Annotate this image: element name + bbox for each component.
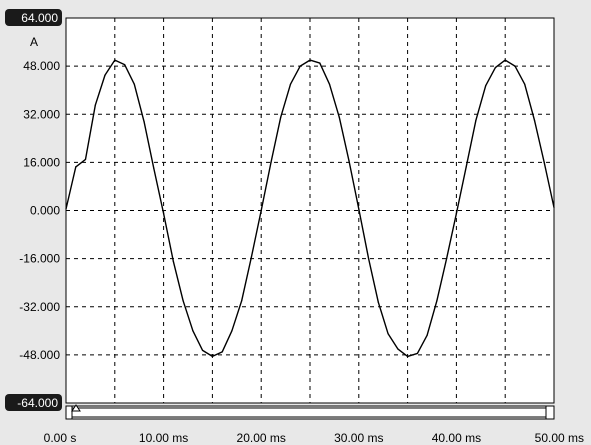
trace-point bbox=[465, 166, 467, 168]
scrollbar-thumb[interactable] bbox=[67, 407, 553, 418]
trace-point bbox=[192, 330, 194, 332]
trace-point bbox=[270, 161, 272, 163]
scrollbar-right-handle[interactable] bbox=[545, 405, 555, 420]
trace-point bbox=[241, 300, 243, 302]
trace-point bbox=[143, 121, 145, 123]
trace-point bbox=[250, 256, 252, 258]
trace-point bbox=[543, 161, 545, 163]
grid bbox=[66, 18, 554, 403]
trace-point bbox=[182, 300, 184, 302]
trace-point bbox=[446, 258, 448, 260]
trace-point bbox=[84, 158, 87, 160]
trace-point bbox=[299, 65, 301, 67]
y-tick-label: 32.000 bbox=[23, 107, 60, 121]
trace-point bbox=[436, 300, 438, 302]
trace-point bbox=[553, 206, 555, 209]
trace-point bbox=[172, 261, 174, 263]
trace-point bbox=[407, 355, 409, 357]
y-axis-ticks: 64.000 48.000 32.000 16.000 0.000 -16.000 -32.… bbox=[5, 9, 62, 411]
x-axis-ticks: 0.00 s 10.00 ms 20.00 ms 30.00 ms 40.00 ms 50… bbox=[44, 431, 584, 445]
trace-point bbox=[416, 352, 418, 354]
trace-point bbox=[202, 349, 204, 351]
trace-point bbox=[358, 208, 360, 210]
y-tick-label: 64.000 bbox=[21, 11, 58, 25]
cursor-triangle-icon[interactable] bbox=[71, 404, 81, 412]
y-tick-label: 16.000 bbox=[23, 155, 60, 169]
trace-point bbox=[368, 258, 370, 260]
x-tick-label: 0.00 s bbox=[44, 431, 77, 445]
trace-point bbox=[426, 334, 428, 336]
y-tick-badge bbox=[5, 394, 62, 411]
trace-point bbox=[455, 212, 457, 215]
trace-point bbox=[124, 64, 126, 66]
trace-point bbox=[309, 59, 311, 61]
trace-point bbox=[94, 104, 96, 106]
trace-point bbox=[211, 355, 213, 357]
time-scrollbar[interactable] bbox=[65, 404, 555, 420]
x-tick-label: 10.00 ms bbox=[139, 431, 188, 445]
y-tick-label: -16.000 bbox=[19, 252, 60, 266]
y-tick-label: 0.000 bbox=[30, 204, 60, 218]
trace-point bbox=[533, 119, 536, 121]
scrollbar-left-handle[interactable] bbox=[65, 405, 73, 420]
trace-point bbox=[163, 212, 165, 215]
x-tick-label: 50.00 ms bbox=[535, 431, 584, 445]
trace-point bbox=[319, 62, 321, 64]
trace-point bbox=[348, 160, 350, 162]
trace-point bbox=[289, 83, 292, 85]
trace-point bbox=[260, 209, 262, 212]
x-tick-label: 20.00 ms bbox=[237, 431, 286, 445]
trace-point bbox=[231, 330, 233, 332]
trace-point bbox=[153, 167, 155, 169]
trace-point bbox=[221, 351, 223, 353]
trace-point bbox=[514, 65, 516, 67]
trace-point bbox=[475, 119, 477, 121]
trace-layer bbox=[65, 59, 555, 358]
trace-point bbox=[104, 74, 106, 76]
trace-point bbox=[504, 59, 506, 61]
trace-point bbox=[75, 166, 77, 168]
trace-point bbox=[133, 83, 135, 85]
y-tick-label: -32.000 bbox=[19, 300, 60, 314]
trace-point bbox=[494, 67, 496, 69]
y-axis-unit: A bbox=[30, 35, 38, 49]
y-tick-badge bbox=[5, 9, 62, 26]
x-tick-label: 40.00 ms bbox=[432, 431, 481, 445]
trace-point bbox=[280, 116, 282, 118]
y-tick-label: -64.000 bbox=[17, 396, 58, 410]
trace-point bbox=[114, 59, 116, 61]
trace-point bbox=[377, 301, 379, 303]
x-tick-label: 30.00 ms bbox=[334, 431, 383, 445]
y-tick-label: 48.000 bbox=[23, 59, 60, 73]
trace-point bbox=[65, 208, 67, 210]
trace-point bbox=[524, 83, 526, 85]
y-tick-label: -48.000 bbox=[19, 348, 60, 362]
trace-point bbox=[485, 85, 487, 87]
trace-point bbox=[387, 333, 389, 335]
trace-point bbox=[397, 348, 399, 350]
trace-point bbox=[338, 116, 340, 118]
trace-point bbox=[328, 83, 331, 85]
